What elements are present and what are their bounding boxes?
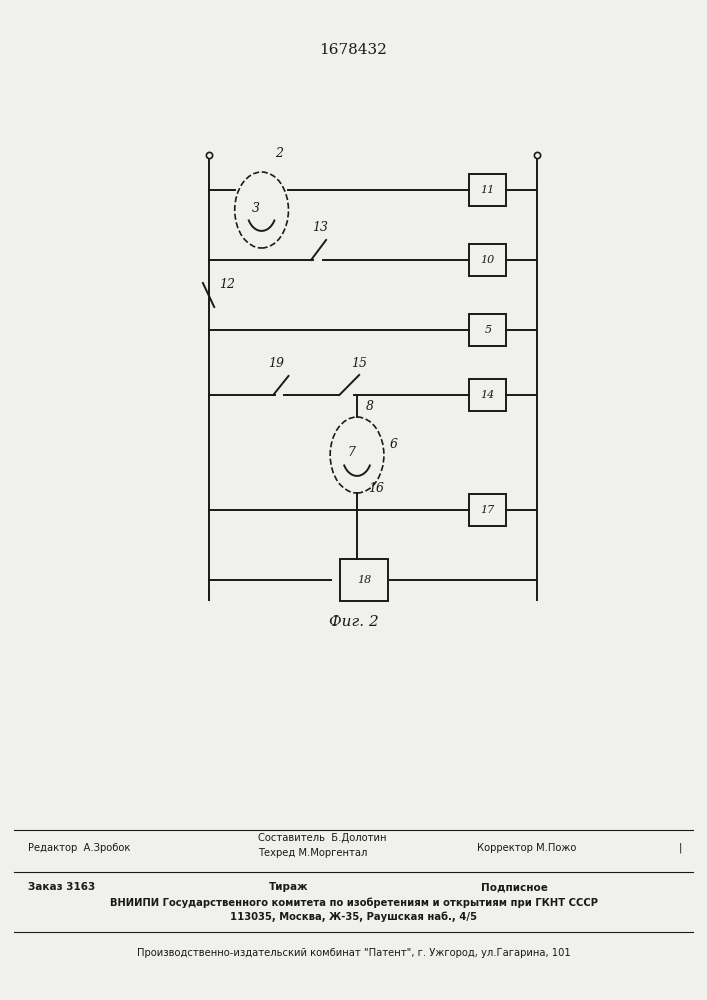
Bar: [469, 244, 506, 276]
Text: Фиг. 2: Фиг. 2: [329, 615, 378, 629]
Text: 18: 18: [357, 575, 371, 585]
Text: Техред М.Моргентал: Техред М.Моргентал: [258, 848, 368, 858]
Text: 11: 11: [481, 185, 495, 195]
Text: Производственно-издательский комбинат "Патент", г. Ужгород, ул.Гагарина, 101: Производственно-издательский комбинат "П…: [136, 948, 571, 958]
Text: 5: 5: [484, 325, 491, 335]
Bar: [469, 314, 506, 346]
Text: Подписное: Подписное: [481, 882, 548, 892]
Text: 12: 12: [219, 278, 235, 291]
Bar: [340, 559, 388, 601]
Bar: [469, 174, 506, 206]
Text: 1678432: 1678432: [320, 43, 387, 57]
Text: 10: 10: [481, 255, 495, 265]
Text: 14: 14: [481, 390, 495, 400]
Text: 8: 8: [366, 400, 373, 413]
Text: Тираж: Тираж: [269, 882, 308, 892]
Text: Составитель  Б.Долотин: Составитель Б.Долотин: [258, 833, 387, 843]
Text: 2: 2: [275, 147, 283, 160]
Text: 6: 6: [390, 438, 397, 452]
Bar: [469, 379, 506, 411]
Text: 19: 19: [268, 357, 284, 370]
Text: 16: 16: [368, 482, 384, 495]
Text: Редактор  А.Зробок: Редактор А.Зробок: [28, 843, 131, 853]
Text: 113035, Москва, Ж-35, Раушская наб., 4/5: 113035, Москва, Ж-35, Раушская наб., 4/5: [230, 912, 477, 922]
Text: 15: 15: [351, 357, 367, 370]
Text: 3: 3: [252, 202, 260, 215]
Text: Корректор М.Пожо: Корректор М.Пожо: [477, 843, 577, 853]
Text: 7: 7: [347, 446, 356, 458]
Text: |: |: [679, 843, 682, 853]
Text: Заказ 3163: Заказ 3163: [28, 882, 95, 892]
Text: 17: 17: [481, 505, 495, 515]
Text: 13: 13: [312, 221, 328, 234]
Text: ВНИИПИ Государственного комитета по изобретениям и открытиям при ГКНТ СССР: ВНИИПИ Государственного комитета по изоб…: [110, 898, 597, 908]
Bar: [469, 494, 506, 526]
